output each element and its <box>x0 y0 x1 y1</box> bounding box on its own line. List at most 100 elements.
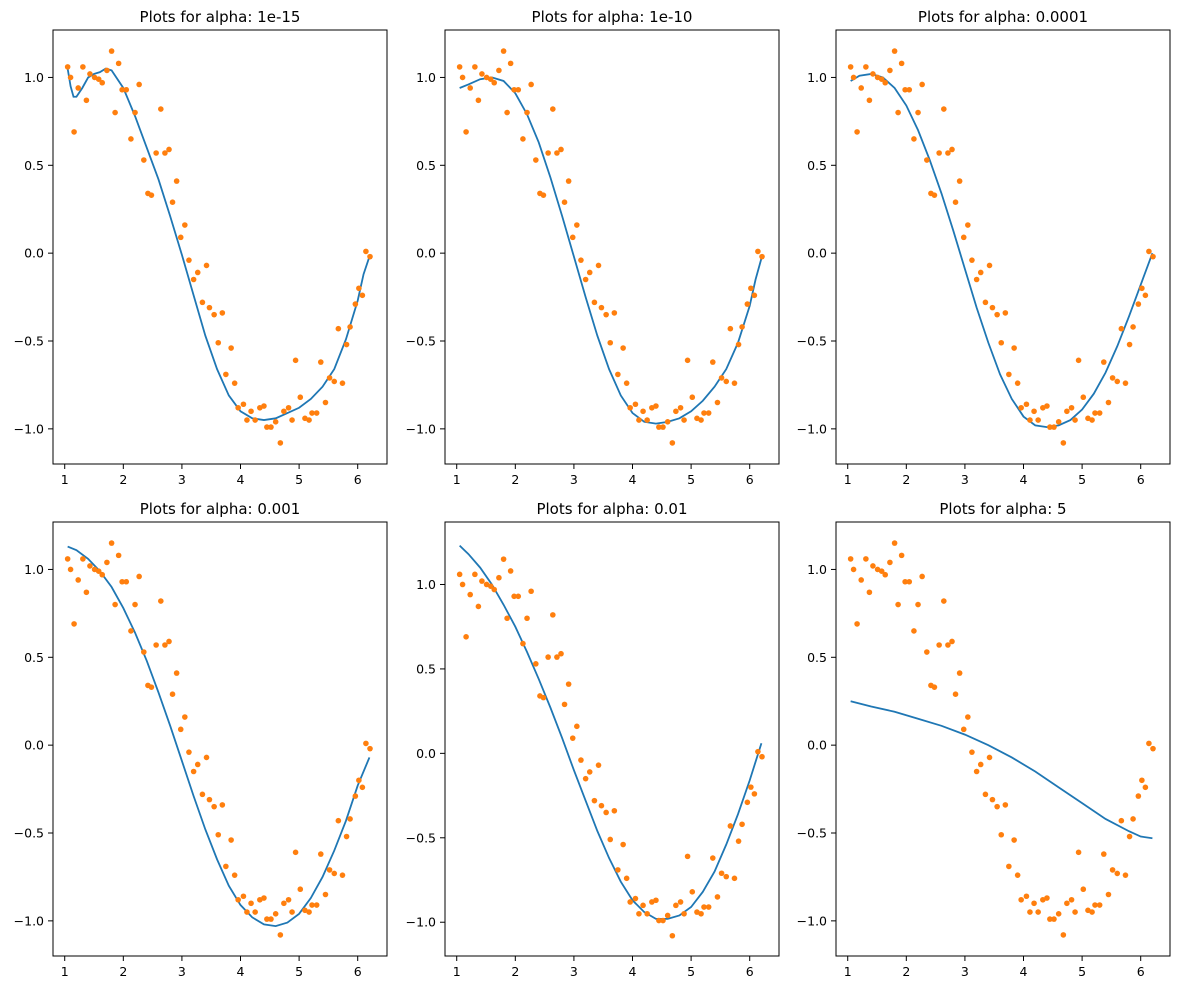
data-point <box>627 899 633 905</box>
data-point <box>902 578 908 585</box>
data-point <box>689 394 696 401</box>
data-point <box>500 556 507 562</box>
x-tick-label: 6 <box>746 472 754 487</box>
subplot-title: Plots for alpha: 0.0001 <box>918 8 1088 26</box>
data-point <box>1118 817 1125 824</box>
data-point <box>727 325 734 332</box>
data-point <box>211 803 217 810</box>
data-point <box>1109 867 1116 873</box>
data-point <box>1105 399 1112 406</box>
data-point <box>472 571 478 578</box>
data-point <box>644 417 650 423</box>
data-point <box>1080 886 1087 893</box>
data-point <box>1023 893 1030 900</box>
data-point <box>718 870 725 877</box>
x-tick-label: 4 <box>629 472 637 487</box>
data-point <box>108 48 115 54</box>
data-point <box>1023 401 1030 408</box>
x-tick-label: 5 <box>1078 472 1086 487</box>
data-point <box>190 768 197 775</box>
data-point <box>228 345 234 351</box>
data-point <box>561 199 568 205</box>
data-point <box>586 269 593 276</box>
data-point <box>313 410 320 416</box>
data-point <box>136 573 142 580</box>
data-point <box>1002 802 1009 808</box>
data-point <box>533 661 539 667</box>
data-point <box>540 694 547 701</box>
data-point <box>982 299 989 306</box>
data-point <box>858 85 864 91</box>
data-point <box>104 67 110 74</box>
data-point <box>1031 408 1037 415</box>
data-point <box>735 341 742 348</box>
data-point <box>858 577 864 583</box>
data-point <box>99 571 106 578</box>
data-point <box>632 401 639 408</box>
data-point <box>87 71 93 77</box>
data-point <box>67 74 74 81</box>
data-point <box>653 403 659 409</box>
data-point <box>714 894 721 900</box>
data-point <box>965 714 971 720</box>
data-point <box>895 109 901 116</box>
data-point <box>64 556 71 562</box>
subplot-title: Plots for alpha: 1e-15 <box>140 8 301 26</box>
data-point <box>1064 408 1070 415</box>
data-point <box>941 106 947 112</box>
data-point <box>1011 837 1017 843</box>
data-point <box>306 909 312 915</box>
data-point <box>669 932 676 939</box>
x-tick-label: 5 <box>295 472 303 487</box>
data-point <box>128 628 134 634</box>
data-point <box>595 262 602 269</box>
data-point <box>1146 248 1152 255</box>
x-tick-label: 6 <box>1137 472 1145 487</box>
data-point <box>731 875 738 882</box>
data-point <box>1142 292 1149 299</box>
y-tick-label: 0.0 <box>24 738 44 753</box>
data-point <box>574 222 580 228</box>
data-point <box>1055 911 1062 917</box>
data-point <box>463 634 469 640</box>
data-point <box>511 593 517 600</box>
data-point <box>863 64 869 70</box>
data-point <box>1100 851 1107 857</box>
fit-curve <box>850 700 1153 840</box>
data-point <box>132 109 138 116</box>
data-point <box>689 889 696 895</box>
data-point <box>1139 777 1145 784</box>
data-point <box>956 670 963 676</box>
data-point <box>705 410 712 416</box>
data-point <box>244 417 250 423</box>
data-point <box>511 86 517 93</box>
data-point <box>223 863 229 870</box>
data-point <box>936 150 942 156</box>
data-point <box>906 86 913 93</box>
data-point <box>731 380 738 386</box>
x-tick-label: 3 <box>570 964 578 979</box>
data-point <box>75 577 81 583</box>
y-tick-label: 0.0 <box>416 746 436 761</box>
y-tick-label: 0.5 <box>24 158 44 173</box>
data-point <box>1135 793 1142 799</box>
data-point <box>660 917 666 924</box>
x-tick-label: 6 <box>354 964 362 979</box>
data-point <box>309 410 315 416</box>
data-point <box>739 821 745 828</box>
data-point <box>998 831 1005 838</box>
data-point <box>1126 341 1133 348</box>
y-tick-label: −0.5 <box>406 334 436 349</box>
data-point <box>640 408 646 415</box>
data-point <box>240 401 247 408</box>
data-point <box>931 684 938 690</box>
data-point <box>356 777 362 784</box>
data-point <box>524 109 530 116</box>
data-point <box>272 911 279 917</box>
data-point <box>623 875 630 882</box>
data-point <box>158 598 164 604</box>
data-point <box>500 48 507 54</box>
data-point <box>632 895 639 902</box>
data-point <box>1051 916 1057 922</box>
data-point <box>186 257 192 263</box>
